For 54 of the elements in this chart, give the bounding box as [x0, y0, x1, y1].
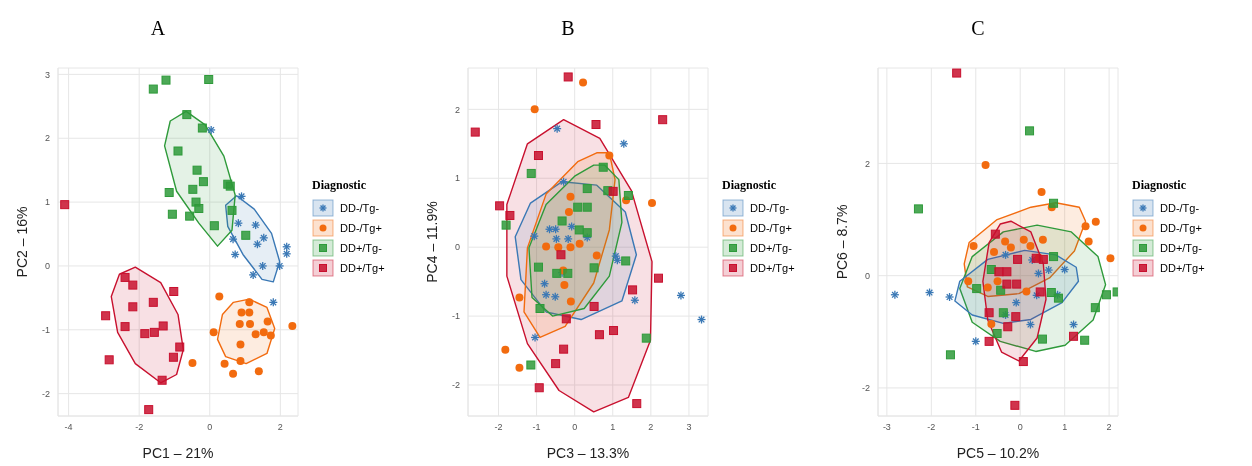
legend-title: Diagnostic	[1132, 178, 1187, 193]
legend-label: DD+/Tg+	[340, 262, 385, 274]
x-tick-label: 1	[1062, 422, 1068, 433]
legend-label: DD+/Tg+	[750, 262, 795, 274]
x-tick-label: -1	[532, 422, 541, 433]
x-tick-label: 0	[207, 422, 213, 433]
y-axis-title: PC2 – 16%	[13, 206, 30, 278]
x-tick-label: 2	[277, 422, 283, 433]
y-axis-title: PC6 – 8.7%	[833, 204, 850, 280]
legend-label: DD-/Tg-	[1160, 202, 1200, 214]
legend-label: DD-/Tg-	[750, 202, 790, 214]
y-tick-label: -2	[861, 383, 870, 394]
chart-title: B	[560, 16, 576, 41]
legend-title: Diagnostic	[312, 178, 367, 193]
y-tick-label: 0	[44, 261, 50, 272]
legend-label: DD-/Tg+	[750, 222, 792, 234]
x-tick-label: 1	[610, 422, 616, 433]
x-tick-label: -2	[927, 422, 936, 433]
y-tick-label: 2	[44, 133, 50, 144]
legend-label: DD-/Tg-	[340, 202, 380, 214]
legend-title: Diagnostic	[722, 178, 777, 193]
x-tick-label: 0	[572, 422, 578, 433]
legend-label: DD+/Tg-	[750, 242, 792, 254]
x-axis-title: PC1 – 21%	[142, 445, 214, 461]
y-tick-label: 0	[454, 242, 460, 253]
y-tick-label: -1	[41, 324, 50, 335]
x-tick-label: -3	[882, 422, 891, 433]
legend-label: DD+/Tg-	[1160, 242, 1202, 254]
x-tick-label: -2	[494, 422, 503, 433]
legend-label: DD+/Tg+	[1160, 262, 1205, 274]
y-tick-label: 3	[44, 69, 50, 80]
x-tick-label: 3	[686, 422, 692, 433]
x-tick-label: -1	[971, 422, 980, 433]
legend-label: DD-/Tg+	[340, 222, 382, 234]
x-axis-title: PC3 – 13.3%	[546, 445, 630, 461]
y-tick-label: 1	[44, 197, 50, 208]
y-axis-title: PC4 – 11.9%	[423, 201, 440, 283]
chart-title: C	[970, 16, 986, 41]
x-tick-label: 2	[1106, 422, 1112, 433]
legend-label: DD-/Tg+	[1160, 222, 1202, 234]
y-tick-label: 0	[864, 270, 870, 281]
x-tick-label: -2	[135, 422, 144, 433]
legend-label: DD+/Tg-	[340, 242, 382, 254]
y-tick-label: -2	[451, 380, 460, 391]
x-tick-label: -4	[64, 422, 73, 433]
y-tick-label: 1	[454, 173, 460, 184]
y-tick-label: 2	[864, 158, 870, 169]
x-tick-label: 0	[1017, 422, 1023, 433]
x-axis-title: PC5 – 10.2%	[956, 445, 1040, 461]
x-tick-label: 2	[648, 422, 654, 433]
y-tick-label: -2	[41, 388, 50, 399]
y-tick-label: -1	[451, 311, 460, 322]
y-tick-label: 2	[454, 104, 460, 115]
chart-title: A	[149, 16, 167, 41]
